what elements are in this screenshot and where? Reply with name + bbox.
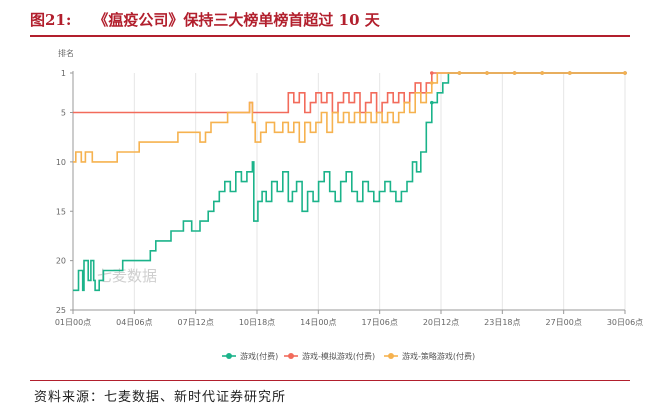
y-tick-label: 1 bbox=[61, 69, 66, 78]
series-line-0 bbox=[73, 72, 625, 292]
watermark-logo: 七麦数据 bbox=[97, 267, 157, 285]
figure-title-text: 《瘟疫公司》保持三大榜单榜首超过 10 天 bbox=[93, 11, 380, 29]
title-rule bbox=[30, 35, 630, 37]
x-tick-label: 07日12点 bbox=[177, 318, 213, 327]
legend-swatch-dot bbox=[288, 353, 294, 359]
legend-swatch-dot bbox=[226, 353, 232, 359]
series-line-2 bbox=[73, 72, 625, 163]
x-tick-label: 27日00点 bbox=[545, 318, 581, 327]
x-tick-label: 23日18点 bbox=[484, 318, 520, 327]
x-tick-label: 01日00点 bbox=[55, 318, 91, 327]
x-tick-label: 14日00点 bbox=[300, 318, 336, 327]
x-tick-label: 20日12点 bbox=[423, 318, 459, 327]
series-point-2 bbox=[485, 71, 489, 75]
source-note: 资料来源：七麦数据、新时代证券研究所 bbox=[34, 390, 287, 405]
legend-label: 游戏-策略游戏(付费) bbox=[402, 351, 475, 361]
legend-swatch-dot bbox=[388, 353, 394, 359]
y-tick-label: 10 bbox=[56, 158, 66, 167]
x-tick-label: 17日06点 bbox=[361, 318, 397, 327]
bottom-rule bbox=[30, 380, 630, 381]
series-point-2 bbox=[568, 71, 572, 75]
series-point-2 bbox=[430, 81, 434, 85]
figure-title: 图21: 《瘟疫公司》保持三大榜单榜首超过 10 天 bbox=[30, 9, 380, 30]
y-tick-label: 5 bbox=[61, 109, 66, 118]
figure-number: 图21: bbox=[30, 11, 72, 29]
series-point-2 bbox=[540, 71, 544, 75]
legend-label: 游戏(付费) bbox=[240, 351, 278, 361]
y-tick-label: 15 bbox=[56, 207, 66, 216]
series-point-2 bbox=[457, 71, 462, 75]
y-tick-label: 20 bbox=[56, 257, 66, 266]
series-point-2 bbox=[623, 71, 627, 75]
x-tick-label: 30日06点 bbox=[607, 318, 643, 327]
series-point-1 bbox=[430, 71, 434, 75]
x-tick-label: 10日18点 bbox=[239, 318, 275, 327]
y-axis-title: 排名 bbox=[58, 48, 74, 58]
series-line-1 bbox=[73, 72, 625, 114]
legend-label: 游戏-模拟游戏(付费) bbox=[302, 351, 375, 361]
series-point-2 bbox=[512, 71, 517, 75]
series-point-0 bbox=[430, 100, 434, 105]
x-tick-label: 04日06点 bbox=[116, 318, 152, 327]
y-tick-label: 25 bbox=[56, 306, 66, 315]
